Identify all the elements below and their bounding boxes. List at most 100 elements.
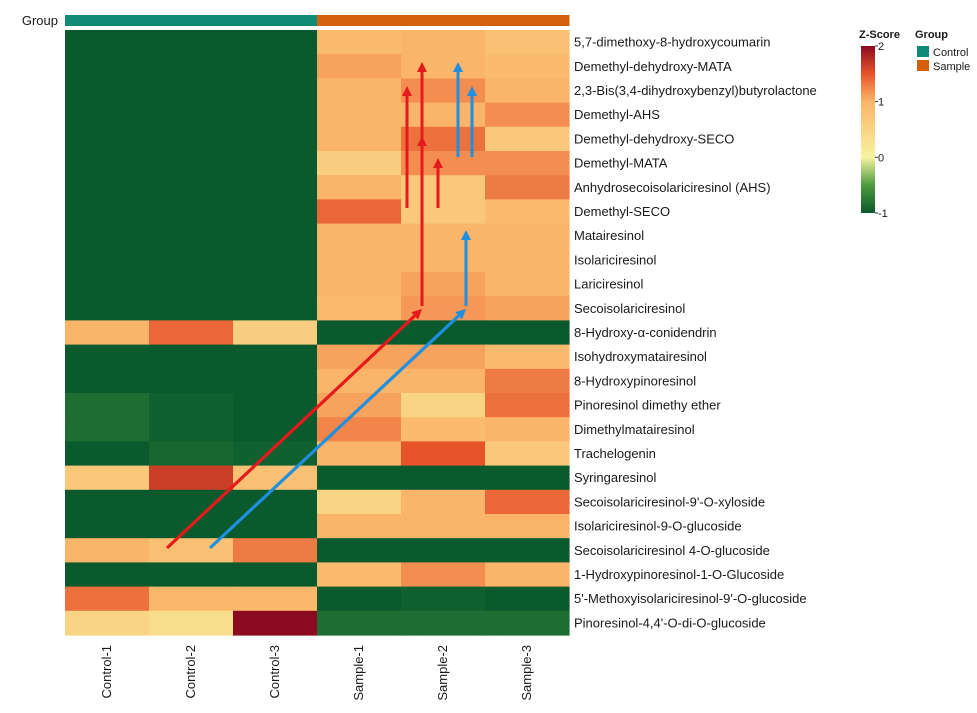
heatmap-cell: [149, 151, 234, 176]
heatmap-cell: [401, 368, 486, 394]
heatmap-cell: [65, 610, 150, 636]
heatmap-cell: [233, 54, 318, 79]
zscore-tick-label: 1: [878, 97, 884, 109]
heatmap-cell: [317, 175, 402, 200]
row-label: Matairesinol: [574, 228, 644, 243]
zscore-legend-title: Z-Score: [859, 29, 900, 41]
heatmap-cell: [317, 272, 402, 297]
heatmap-cell: [65, 489, 150, 515]
row-label: Secoisolariciresinol 4-O-glucoside: [574, 543, 770, 558]
row-label: 5,7-dimethoxy-8-hydroxycoumarin: [574, 35, 771, 50]
group-legend-label: Sample: [933, 61, 970, 73]
heatmap-cell: [233, 586, 318, 612]
heatmap-cell: [149, 368, 234, 394]
annotation-arrows: [165, 62, 477, 550]
heatmap-cell: [401, 54, 486, 79]
row-label: Lariciresinol: [574, 277, 643, 292]
heatmap-cell: [233, 247, 318, 273]
column-labels: Control-1 Control-2 Control-3 Sample-1 Sampl…: [99, 645, 534, 701]
arrow-shaft: [208, 314, 460, 550]
heatmap-cell: [65, 78, 150, 104]
zscore-tick-label: 0: [878, 152, 884, 164]
heatmap-cell: [65, 393, 150, 418]
arrow-head: [411, 309, 422, 320]
heatmap-cell: [317, 538, 402, 563]
row-label: Secoisolariciresinol-9'-O-xyloside: [574, 494, 765, 509]
heatmap-cell: [149, 393, 234, 418]
heatmap-cell: [317, 441, 402, 467]
group-track-cell: [65, 15, 150, 26]
heatmap-cell: [485, 320, 570, 346]
heatmap-cell: [485, 368, 570, 394]
heatmap-cell: [149, 320, 234, 346]
heatmap-cells: [65, 30, 570, 636]
group-track-cell: [485, 15, 570, 26]
heatmap-cell: [65, 102, 150, 128]
heatmap-cell: [149, 272, 234, 297]
arrow-shaft: [165, 314, 416, 550]
heatmap-cell: [233, 223, 318, 249]
heatmap-cell: [485, 489, 570, 515]
heatmap-cell: [233, 562, 318, 588]
heatmap-cell: [233, 610, 318, 636]
row-label: 5'-Methoxyisolariciresinol-9'-O-glucosid…: [574, 591, 807, 606]
heatmap-cell: [233, 344, 318, 370]
heatmap-cell: [401, 223, 486, 249]
heatmap-cell: [485, 247, 570, 273]
group-legend: Group Control Sample: [915, 29, 970, 73]
row-labels: 5,7-dimethoxy-8-hydroxycoumarin Demethyl-…: [574, 35, 817, 631]
arrow-head: [402, 86, 412, 96]
heatmap-cell: [233, 126, 318, 152]
heatmap-cell: [485, 78, 570, 104]
heatmap-cell: [233, 393, 318, 418]
heatmap-cell: [485, 514, 570, 539]
column-label: Control-1: [99, 645, 114, 698]
heatmap-cell: [65, 296, 150, 321]
heatmap-cell: [401, 538, 486, 563]
heatmap-cell: [485, 272, 570, 297]
heatmap-cell: [401, 417, 486, 442]
heatmap-cell: [317, 223, 402, 249]
heatmap-cell: [317, 126, 402, 152]
heatmap-cell: [149, 223, 234, 249]
heatmap-cell: [317, 514, 402, 539]
heatmap-cell: [233, 199, 318, 225]
heatmap-cell: [485, 538, 570, 563]
heatmap-cell: [65, 538, 150, 563]
heatmap-cell: [149, 199, 234, 225]
heatmap-cell: [401, 393, 486, 418]
row-label: Secoisolariciresinol: [574, 301, 685, 316]
heatmap-cell: [149, 296, 234, 321]
heatmap-cell: [485, 610, 570, 636]
heatmap-cell: [65, 175, 150, 200]
group-track-cell: [149, 15, 234, 26]
heatmap-cell: [149, 538, 234, 563]
column-label: Sample-2: [435, 645, 450, 701]
heatmap-cell: [317, 151, 402, 176]
heatmap-cell: [65, 272, 150, 297]
heatmap-cell: [149, 126, 234, 152]
group-legend-title: Group: [915, 29, 948, 41]
heatmap-cell: [65, 344, 150, 370]
heatmap-cell: [401, 199, 486, 225]
heatmap-cell: [65, 151, 150, 176]
heatmap-cell: [65, 562, 150, 588]
arrow-head: [467, 86, 477, 96]
heatmap-cell: [233, 272, 318, 297]
row-label: Syringaresinol: [574, 470, 656, 485]
heatmap-cell: [65, 54, 150, 79]
heatmap-cell: [149, 465, 234, 491]
heatmap-cell: [401, 514, 486, 539]
heatmap-cell: [317, 393, 402, 418]
heatmap-cell: [65, 223, 150, 249]
column-label: Control-2: [183, 645, 198, 698]
heatmap-cell: [317, 102, 402, 128]
heatmap-cell: [149, 344, 234, 370]
heatmap-cell: [149, 78, 234, 104]
row-label: Isolariciresinol: [574, 252, 656, 267]
column-label: Control-3: [267, 645, 282, 698]
heatmap-cell: [401, 30, 486, 55]
heatmap-cell: [233, 296, 318, 321]
row-label: 2,3-Bis(3,4-dihydroxybenzyl)butyrolacton…: [574, 83, 817, 98]
heatmap-cell: [401, 272, 486, 297]
